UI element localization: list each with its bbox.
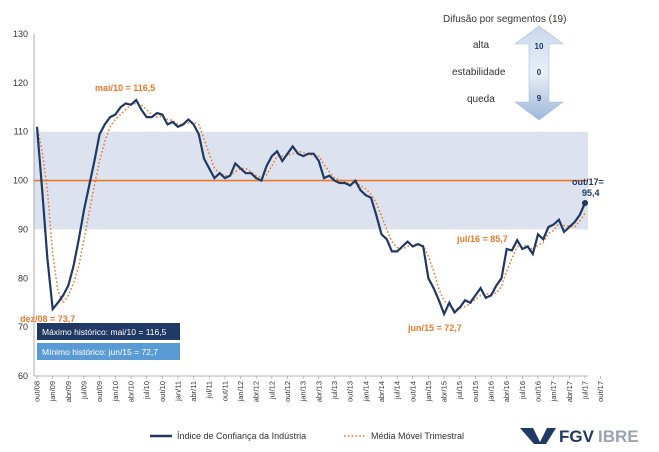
x-tick-label: abr/17 [565,381,574,402]
x-tick-label: abr/15 [440,381,449,402]
x-tick-label: jul/11 [205,381,214,399]
y-axis: 60 70 80 90 100 110 120 130 [13,29,28,381]
x-tick-label: abr/10 [126,381,135,402]
y-tick-label: 110 [14,127,28,137]
double-arrow-icon [514,25,564,121]
diffusion-value-estabilidade: 0 [537,68,542,77]
last-data-point [582,200,588,207]
x-tick-label: abr/12 [252,381,261,402]
x-tick-label: out/09 [95,381,104,402]
annotation-dez08: dez/08 = 73,7 [20,314,75,324]
x-tick-label: abr/09 [64,381,73,402]
info-box-max-text: Máximo histórico: mai/10 = 116,5 [42,327,167,337]
x-tick-label: out/13 [346,381,355,402]
info-box-min-bg [37,343,180,360]
x-tick-label: jan/15 [424,381,433,402]
info-box-min-text: Mínimo histórico: jun/15 = 72,7 [42,347,158,357]
x-tick-label: jul/14 [393,381,402,400]
diffusion-title: Difusão por segmentos (19) [443,14,566,25]
x-tick-label: jul/09 [79,381,88,400]
x-tick-label: jan/10 [111,381,120,402]
diffusion-label-queda: queda [467,94,495,105]
logo-text-fgv: FGV [559,427,595,446]
x-tick-label: out/11 [220,381,229,401]
diffusion-label-alta: alta [473,40,490,51]
x-tick-label: out/17 [596,381,605,402]
y-tick-label: 130 [13,29,28,39]
y-tick-label: 100 [13,176,28,186]
logo-text-ibre: IBRE [598,427,639,446]
y-tick-label: 80 [18,273,28,283]
x-tick-label: out/15 [471,381,480,402]
x-tick-label: jan/11 [173,381,182,402]
x-tick-label: out/16 [534,381,543,402]
x-tick-label: jan/12 [236,381,245,402]
x-tick-label: out/14 [408,381,417,402]
x-tick-label: jan/09 [48,381,57,402]
y-tick-label: 70 [18,322,28,332]
annotation-min: jun/15 = 72,7 [407,323,462,333]
x-tick-label: jul/12 [267,381,276,400]
info-box-max: Máximo histórico: mai/10 = 116,5 [37,323,180,340]
annotation-last-label: out/17= [572,177,604,187]
x-tick-label: jul/15 [455,381,464,400]
x-tick-label: out/12 [283,381,292,402]
y-tick-label: 60 [18,371,28,381]
annotation-max: mai/10 = 116,5 [95,83,155,93]
annotation-jul16: jul/16 = 85,7 [456,234,508,244]
diffusion-panel: Difusão por segmentos (19) alta estabili… [443,14,566,121]
legend-label-ici: Índice de Confiança da Indústria [177,431,306,441]
x-tick-label: jul/13 [330,381,339,400]
x-tick-label: out/10 [158,381,167,402]
y-tick-label: 90 [18,224,28,234]
x-tick-label: out/08 [33,381,42,402]
diffusion-value-queda: 9 [537,94,542,103]
x-tick-label: abr/11 [189,381,198,402]
fgv-ibre-logo: FGV IBRE [520,427,639,446]
info-box-max-bg [37,323,180,340]
legend-label-ma: Média Móvel Trimestral [371,431,464,441]
x-tick-label: abr/14 [377,381,386,402]
annotation-last-value: 95,4 [582,188,600,198]
x-tick-label: jan/14 [361,381,370,402]
y-tick-label: 120 [13,78,28,88]
x-tick-label: abr/16 [502,381,511,402]
diffusion-value-alta: 10 [535,42,544,51]
x-tick-label: jan/16 [487,381,496,402]
x-axis: out/08 jan/09 abr/09 jul/09 out/09 jan/10 abr/… [33,376,605,402]
x-tick-label: jan/13 [299,381,308,402]
x-tick-label: jul/10 [142,381,151,400]
x-tick-label: jan/17 [549,381,558,402]
legend: Índice de Confiança da Indústria Média M… [150,431,464,441]
x-tick-label: jul/17 [581,381,590,400]
x-tick-label: abr/13 [314,381,323,402]
x-tick-label: jul/16 [518,381,527,400]
diffusion-label-estabilidade: estabilidade [452,67,506,78]
info-box-min: Mínimo histórico: jun/15 = 72,7 [37,343,180,360]
series-confidence-index-line [35,98,587,317]
logo-mark-icon [520,428,556,444]
